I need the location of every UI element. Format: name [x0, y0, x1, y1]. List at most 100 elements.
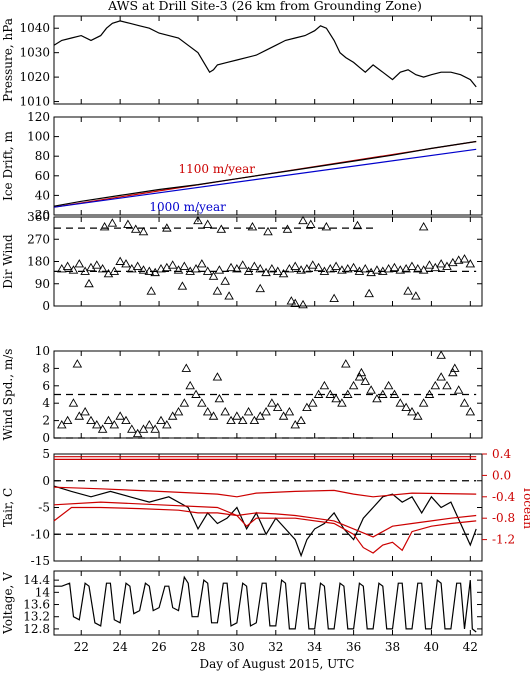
wind-dir-y-axis-label: Dir Wind: [1, 234, 15, 289]
wind-dir-point: [249, 261, 260, 270]
wind-dir-point: [121, 259, 131, 268]
ice-drift-y-axis-label: Ice Drift, m: [1, 130, 15, 200]
wind-speed-point: [395, 398, 406, 407]
ice-drift-panel: 20 40 60 80 100 120 Ice Drift, m 1100 m/year 100…: [1, 110, 483, 222]
wind-speed-point: [261, 406, 271, 416]
voltage-series-line: [54, 575, 477, 633]
wind-speed-y-axis-label: Wind Spd., m/s: [1, 349, 15, 441]
wind-dir-y-tick-label: 270: [27, 232, 50, 246]
wind-dir-point: [177, 281, 188, 290]
wind-dir-point: [290, 261, 301, 270]
wind-dir-point: [263, 226, 273, 236]
wind-speed-point: [272, 402, 283, 411]
wind-speed-point: [103, 415, 114, 425]
pressure-plot-frame: [53, 15, 483, 105]
wind-dir-point: [130, 224, 141, 233]
wind-speed-point: [360, 376, 371, 385]
wind-speed-point: [337, 398, 347, 407]
voltage-y-tick-label: 14: [35, 585, 51, 599]
wind-dir-point: [74, 259, 85, 268]
tair-tocean-y2-tick-label: -0.8: [492, 511, 515, 525]
ice-drift-y-tick-label: 20: [35, 208, 50, 222]
ice-drift-annotation: 1100 m/year: [179, 162, 256, 176]
wind-speed-point: [378, 389, 388, 398]
wind-speed-y-tick-label: 10: [35, 344, 50, 358]
ice-drift-y-tick-label: 100: [27, 130, 50, 144]
wind-dir-point: [202, 219, 213, 228]
wind-dir-point: [296, 265, 306, 274]
wind-dir-point: [208, 271, 219, 280]
wind-speed-point: [72, 359, 83, 368]
pressure-panel: 1010 1020 1030 1040 Pressure, hPa: [1, 15, 483, 109]
voltage-x-tick-label: 32: [268, 640, 283, 654]
wind-speed-y-tick-label: 0: [42, 431, 50, 445]
wind-speed-point: [167, 411, 178, 420]
wind-dir-point: [372, 265, 382, 274]
wind-dir-point: [352, 220, 363, 230]
wind-dir-panel: 0 90 180 270 360 Dir Wind: [1, 210, 483, 313]
wind-speed-point: [191, 389, 201, 398]
wind-speed-point: [436, 350, 446, 359]
wind-speed-point: [181, 363, 192, 372]
wind-speed-point: [366, 385, 376, 394]
wind-dir-point: [162, 223, 172, 232]
wind-speed-point: [290, 420, 301, 429]
wind-dir-point: [92, 260, 102, 269]
wind-dir-y-tick-label: 180: [27, 255, 50, 269]
wind-speed-point: [319, 380, 330, 390]
wind-dir-point: [306, 219, 316, 228]
wind-dir-point: [62, 261, 73, 270]
wind-speed-point: [267, 398, 277, 407]
wind-speed-point: [173, 406, 184, 416]
wind-dir-point: [216, 224, 227, 233]
wind-speed-point: [212, 372, 223, 381]
wind-dir-point: [191, 264, 201, 273]
ice-drift-series-line: [53, 140, 477, 207]
wind-speed-point: [115, 411, 125, 420]
wind-speed-point: [449, 363, 460, 372]
voltage-y-tick-label: 14.4: [23, 573, 50, 587]
wind-speed-point: [389, 389, 400, 398]
pressure-series-line: [53, 20, 477, 88]
wind-dir-point: [411, 291, 421, 300]
voltage-x-tick-label: 42: [463, 640, 478, 654]
wind-speed-point: [74, 411, 85, 420]
wind-speed-point: [436, 372, 446, 381]
wind-dir-point: [407, 261, 417, 270]
wind-speed-y-tick-label: 6: [42, 379, 50, 393]
wind-dir-point: [272, 266, 283, 275]
tair-tocean-y-tick-label: -10: [31, 527, 50, 541]
voltage-x-tick-label: 28: [190, 640, 205, 654]
tair-tocean-y2-tick-label: 0.4: [492, 447, 511, 461]
wind-speed-point: [202, 406, 213, 416]
ice-drift-y-tick-label: 60: [35, 169, 50, 183]
wind-dir-point: [138, 265, 149, 274]
wind-dir-point: [123, 219, 133, 228]
voltage-y-tick-label: 12.8: [23, 622, 50, 636]
pressure-y-tick-label: 1020: [19, 70, 50, 84]
wind-dir-point: [282, 224, 293, 233]
wind-dir-point: [97, 264, 108, 273]
wind-speed-point: [296, 415, 306, 425]
wind-speed-point: [313, 389, 324, 398]
wind-dir-point: [132, 261, 143, 270]
pressure-y-tick-label: 1010: [19, 95, 50, 109]
wind-speed-point: [162, 420, 172, 429]
wind-speed-point: [442, 380, 452, 390]
wind-speed-point: [150, 424, 160, 433]
ice-drift-annotation: 1000 m/year: [149, 200, 226, 214]
wind-speed-point: [401, 402, 411, 411]
wind-speed-point: [237, 415, 248, 425]
wind-speed-point: [413, 411, 423, 420]
wind-dir-point: [348, 262, 359, 272]
wind-dir-point: [247, 221, 258, 231]
wind-speed-point: [249, 415, 260, 425]
tair-tocean-y2-tick-label: 0.0: [492, 468, 511, 482]
wind-dir-point: [212, 286, 223, 295]
wind-speed-y-tick-label: 4: [42, 396, 50, 410]
ice-drift-y-tick-label: 120: [27, 110, 50, 124]
wind-speed-point: [220, 406, 230, 416]
voltage-x-tick-label: 26: [151, 640, 166, 654]
wind-speed-point: [86, 415, 96, 425]
